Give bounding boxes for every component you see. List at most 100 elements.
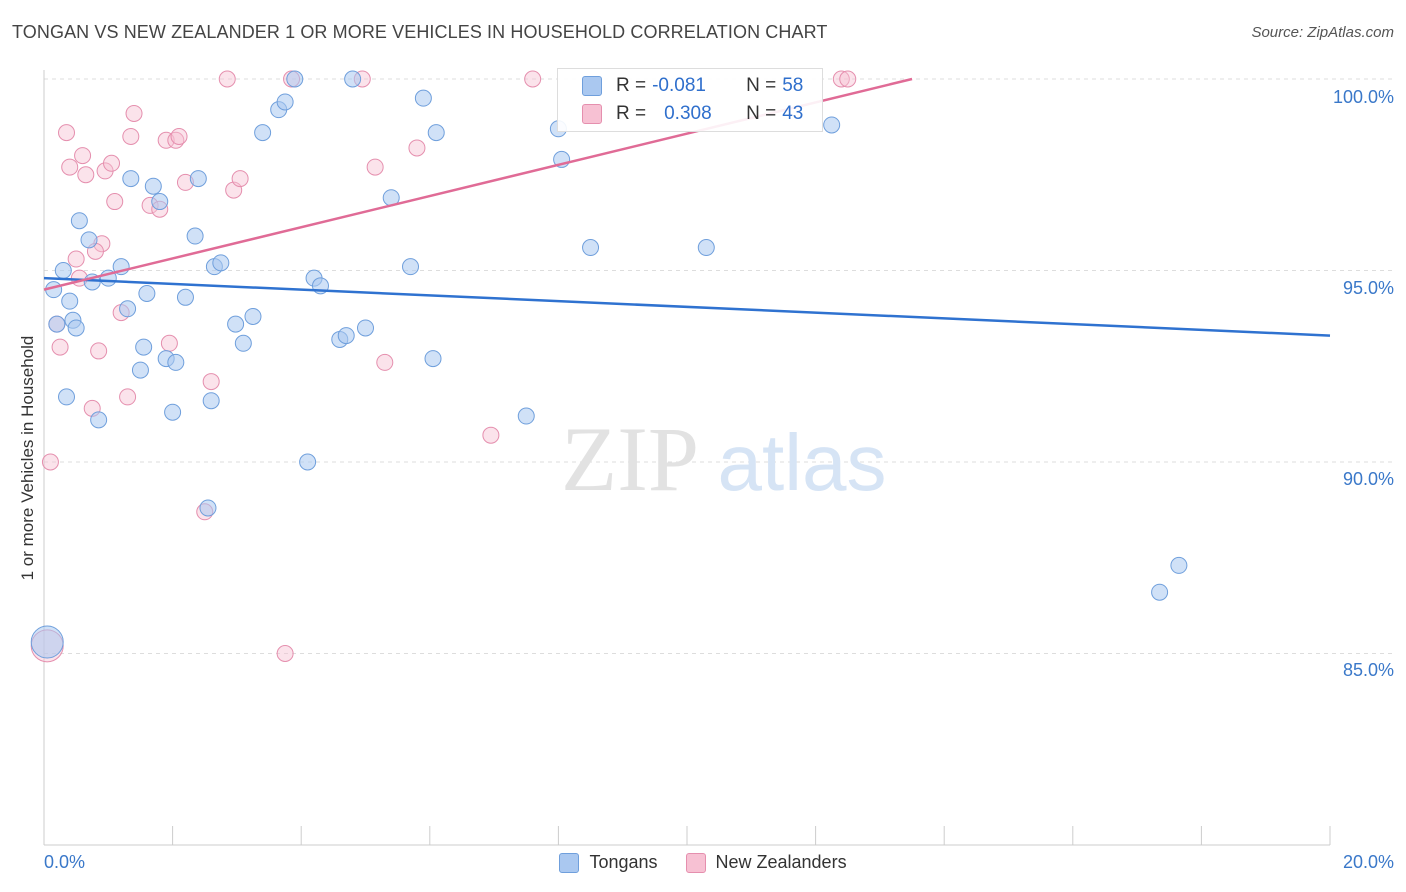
nz-point [51,338,69,356]
tongans-n-value: 58 [782,75,804,96]
tongan-point [1170,556,1188,574]
nz-point [119,388,137,406]
legend-item-tongans[interactable]: Tongans [559,852,658,873]
legend-row-tongans: R = -0.081 N = 58 [582,74,803,98]
tongan-point [90,411,108,429]
axes [43,70,1331,846]
tongan-points [30,70,1188,659]
grid-lines [44,78,1395,654]
tongan-point [199,499,217,517]
tongan-point [58,388,76,406]
tongan-point [131,361,149,379]
tongans-swatch [582,76,602,96]
nz-point [832,70,850,88]
nz-point [125,104,143,122]
tongan-point [30,625,64,659]
nz-point [160,334,178,352]
tongans-r-value: -0.081 [652,75,706,96]
nz-point [77,166,95,184]
tongan-point [402,258,420,276]
tongan-point [227,315,245,333]
nz-r-value: 0.308 [664,103,712,124]
tongan-point [119,300,137,318]
nz-swatch [685,852,706,873]
tongan-point [254,124,272,142]
tongan-point [427,124,445,142]
legend-label-tongans: Tongans [589,852,658,872]
x-tick-label-max: 20.0% [1342,852,1394,872]
tongan-point [54,262,72,279]
tongan-point [48,315,66,333]
nz-point [376,353,394,371]
tongan-point [286,70,304,88]
y-axis-label: 1 or more Vehicles in Household [18,335,37,581]
tongan-point [122,170,140,188]
n-label: N = [746,75,777,96]
tongan-point [337,327,355,345]
watermark: ZIP atlas [561,408,886,510]
tongan-point [164,403,182,421]
nz-point [61,158,79,176]
nz-swatch [582,104,602,124]
nz-point [408,139,426,157]
nz-point [366,158,384,176]
tongan-point [344,70,362,88]
tongan-point [299,453,317,471]
x-tick-label-min: 0.0% [44,852,86,872]
tongan-point [414,89,432,107]
legend-item-nz[interactable]: New Zealanders [685,852,847,873]
tongan-point [151,193,169,211]
tongan-point [202,392,220,410]
tongan-point [70,212,88,230]
tongan-point [176,288,194,306]
tongan-point [80,231,98,249]
nz-point [170,127,188,145]
nz-point [74,147,92,165]
series-legend: Tongans New Zealanders [0,852,1406,873]
tongan-point [1151,583,1169,601]
tongan-point [234,334,252,352]
tongan-point [135,338,153,356]
watermark-atlas: atlas [718,418,887,507]
r-label: R = [616,103,647,124]
watermark-zip: ZIP [561,408,699,510]
nz-point [524,70,542,88]
tongan-point [697,239,715,257]
nz-point [90,342,108,360]
tongan-point [167,353,185,371]
nz-n-value: 43 [782,103,804,124]
y-tick-label: 90.0% [1342,469,1394,489]
nz-point [157,131,175,149]
stats-legend: R = -0.081 N = 58 R = 0.308 N = 43 [557,68,823,132]
nz-point [218,70,236,88]
tongan-point [823,116,841,134]
tongans-swatch [559,852,580,873]
y-tick-label: 100.0% [1332,87,1394,107]
y-tick-label: 95.0% [1342,278,1394,298]
tongan-point [189,170,207,188]
tongan-point [186,227,204,245]
nz-point [103,154,121,172]
nz-point [276,645,294,662]
legend-label-nz: New Zealanders [715,852,847,872]
tongan-point [61,292,79,310]
nz-point [839,70,857,88]
tongan-point [244,307,262,325]
n-label: N = [746,103,777,124]
nz-point [58,124,76,142]
nz-point [202,373,220,391]
tongans-trend-line [43,276,1331,337]
tongan-point [517,407,535,425]
tongan-point [144,177,162,195]
tongan-point [212,254,230,272]
nz-point [231,170,249,188]
nz-point [106,193,124,211]
y-tick-label: 85.0% [1342,660,1394,680]
legend-row-nz: R = 0.308 N = 43 [582,102,803,126]
r-label: R = [616,75,647,96]
nz-point [41,453,59,471]
tongan-point [357,319,374,337]
source-label: Source: ZipAtlas.com [1251,24,1394,41]
nz-points [30,70,857,663]
